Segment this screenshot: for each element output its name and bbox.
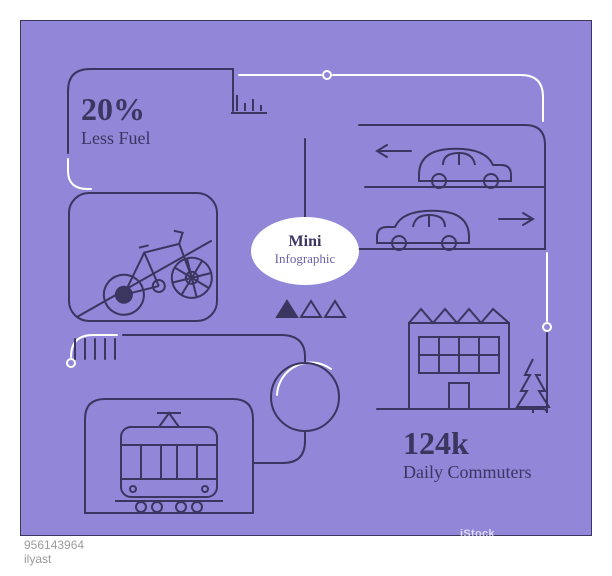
- fuel-label: Less Fuel: [81, 128, 151, 149]
- fuel-value: 20%: [81, 91, 151, 128]
- stripes-icon: [75, 339, 115, 359]
- tree-icon: [517, 359, 549, 413]
- bicycle-icon: [92, 224, 216, 319]
- mini-bars-icon: [231, 95, 267, 113]
- image-id: 956143964: [24, 538, 84, 552]
- gauge-icon: [271, 363, 339, 431]
- watermark-credit: by Getty Images: [460, 541, 545, 553]
- cars-icon: [377, 149, 511, 250]
- commuters-value: 124k: [403, 425, 532, 462]
- commuters-stat: 124k Daily Commuters: [403, 425, 532, 483]
- title-line2: Infographic: [257, 251, 353, 267]
- infographic-frame: 20% Less Fuel Mini Infographic 124k Dail…: [20, 20, 592, 536]
- watermark-brand: iStock: [460, 528, 495, 540]
- fuel-stat: 20% Less Fuel: [81, 91, 151, 149]
- building-icon: [401, 309, 517, 409]
- tram-icon: [115, 413, 223, 512]
- author-credit: ilyast: [24, 552, 51, 566]
- commuters-label: Daily Commuters: [403, 462, 532, 483]
- title-block: Mini Infographic: [257, 233, 353, 267]
- title-line1: Mini: [257, 233, 353, 251]
- triangles-icon: [277, 301, 345, 317]
- watermark: iStock by Getty Images: [460, 523, 590, 558]
